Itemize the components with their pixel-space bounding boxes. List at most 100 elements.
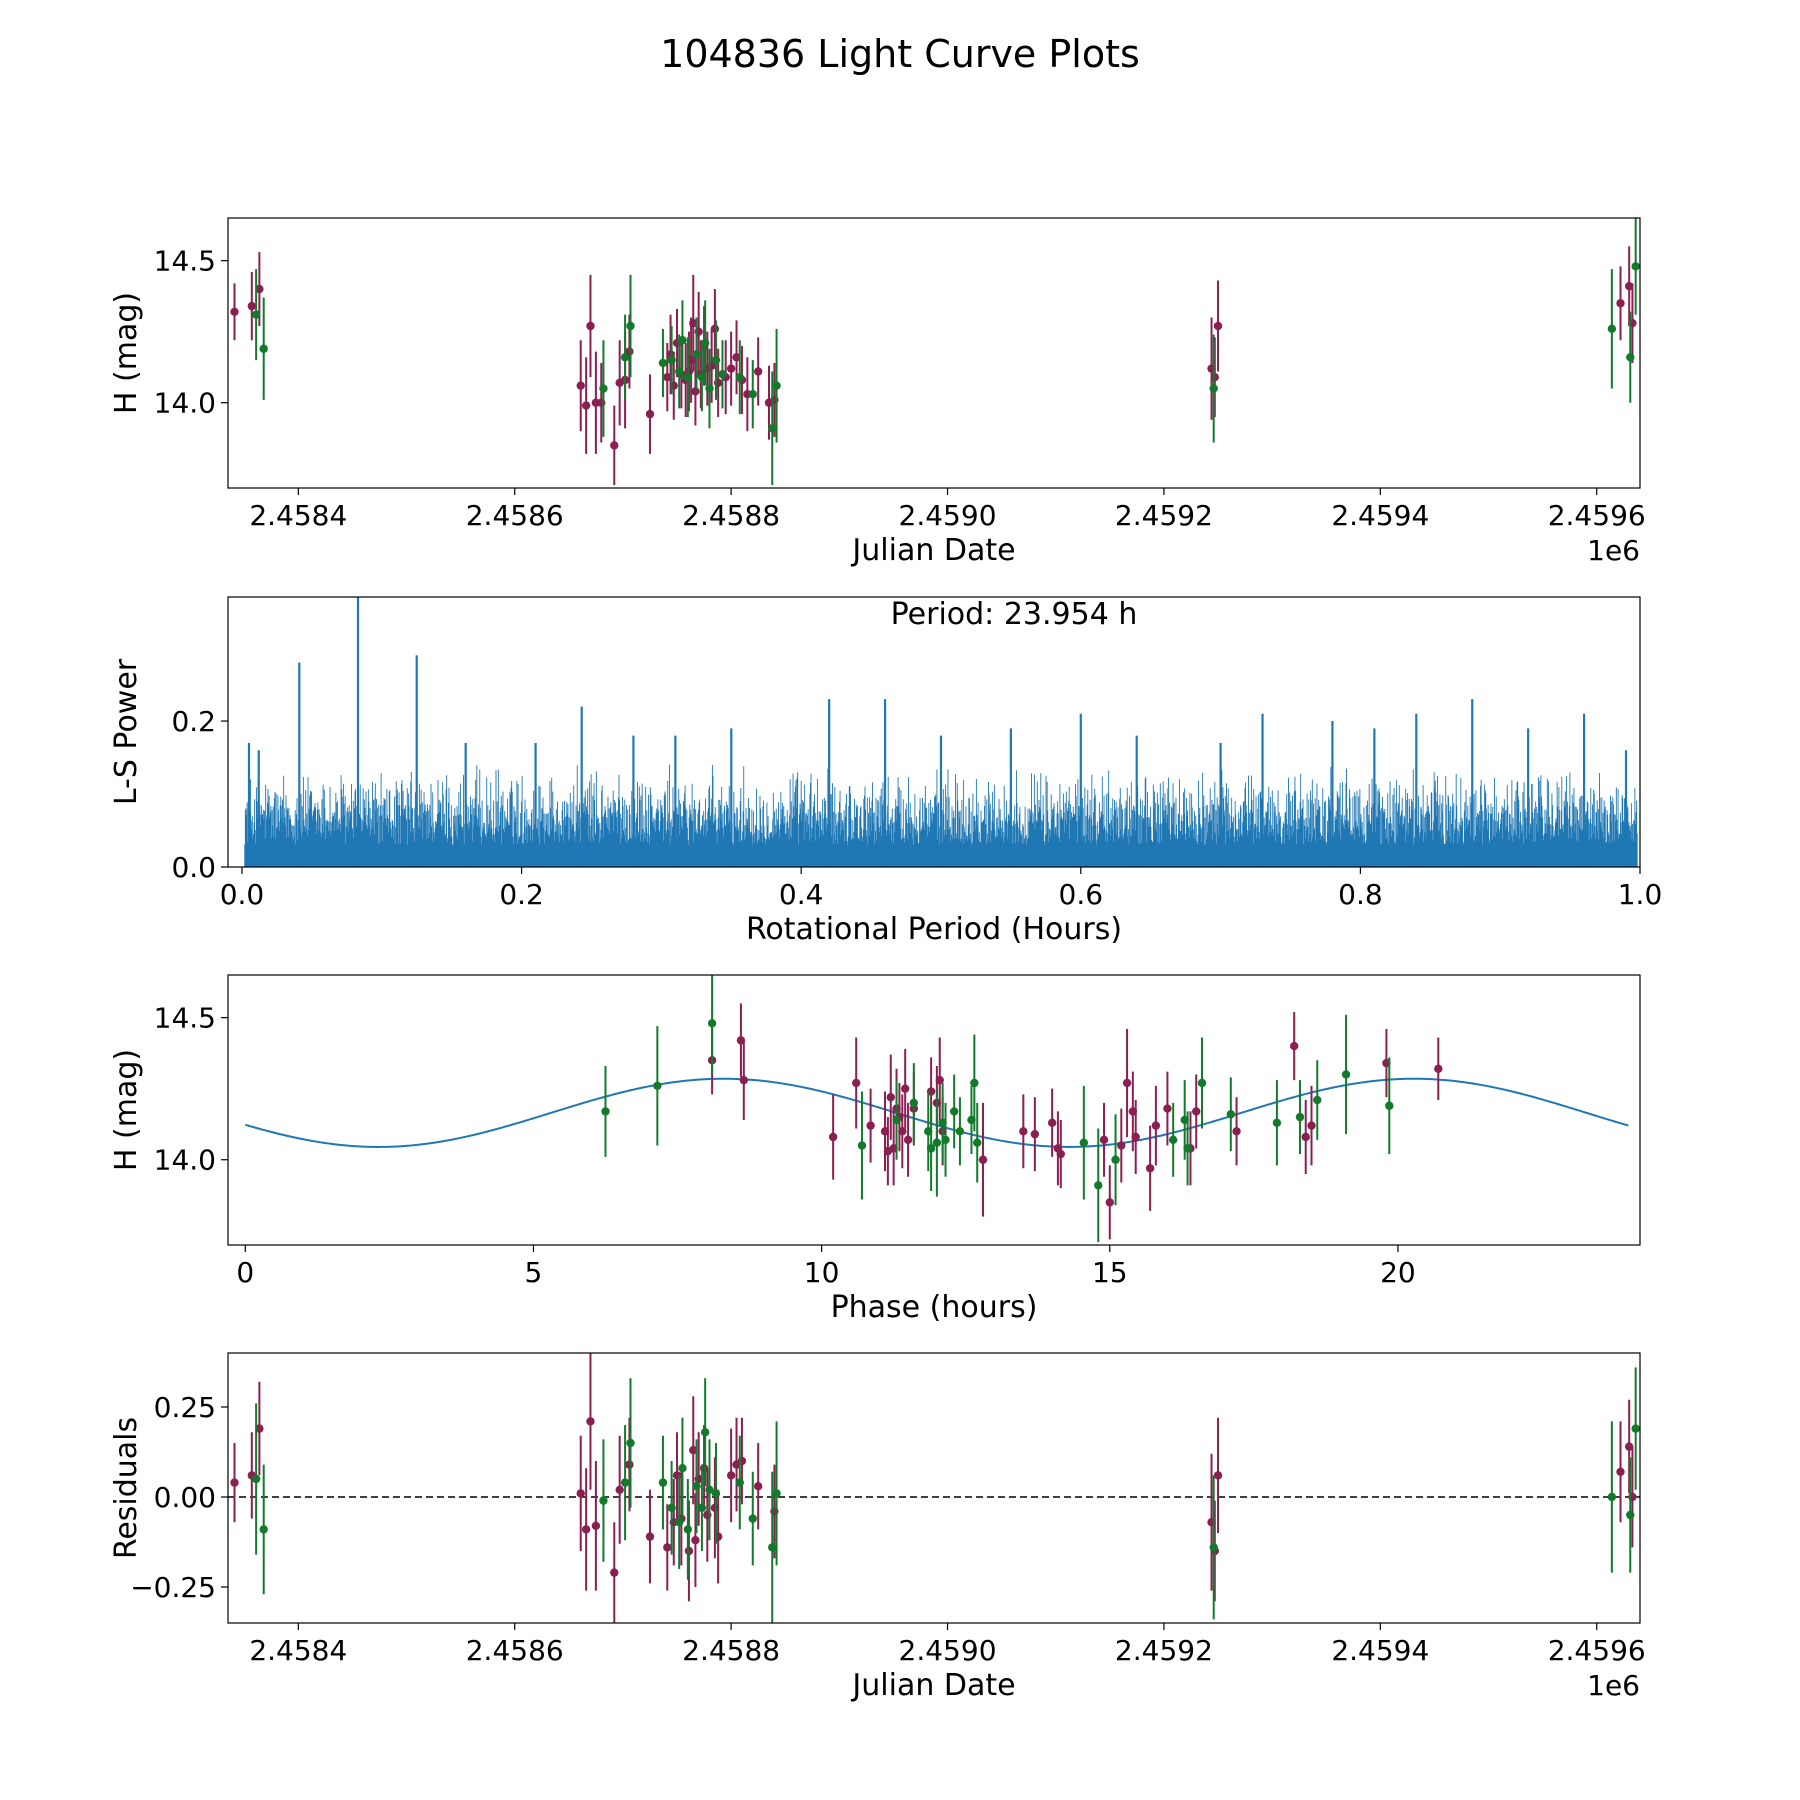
x-axis-title: Phase (hours) <box>831 1290 1038 1325</box>
x-tick-label: 0.6 <box>1059 878 1104 911</box>
residuals-plot-area <box>228 1353 1640 1623</box>
data-point <box>247 301 257 311</box>
data-point <box>1105 1198 1114 1207</box>
data-point <box>926 1144 936 1153</box>
data-point <box>1030 1129 1040 1139</box>
data-point <box>732 353 741 362</box>
x-tick-label: 2.4590 <box>899 499 997 532</box>
x-tick-label: 1.0 <box>1618 878 1663 911</box>
x-tick-label: 15 <box>1092 1256 1128 1289</box>
x-tick-label: 2.4584 <box>249 1634 347 1667</box>
data-point <box>705 1485 714 1495</box>
data-point <box>718 370 727 379</box>
light-curve-series-band_a <box>230 246 1637 486</box>
data-point <box>1047 1118 1057 1127</box>
data-point <box>772 381 781 390</box>
data-point <box>251 1474 261 1484</box>
data-point <box>697 372 707 382</box>
x-tick-label: 2.4586 <box>466 499 564 532</box>
data-point <box>1607 324 1617 334</box>
data-point <box>753 1482 763 1491</box>
data-point <box>1168 1135 1178 1145</box>
phase-fold-series-band_a <box>707 1003 1443 1240</box>
data-point <box>674 1518 684 1527</box>
data-point <box>1151 1121 1161 1130</box>
data-point <box>689 318 698 328</box>
data-point <box>691 387 700 396</box>
residuals-series-band_b <box>251 1367 1640 1623</box>
data-point <box>726 1471 736 1480</box>
data-point <box>684 1546 694 1556</box>
data-point <box>1616 299 1625 308</box>
phase-fold-plot-area <box>245 975 1629 1243</box>
data-point <box>610 1568 619 1577</box>
data-point <box>768 1543 777 1552</box>
data-point <box>892 1115 901 1125</box>
data-point <box>705 384 714 393</box>
data-point <box>711 1489 721 1498</box>
x-tick-label: 2.4584 <box>249 499 347 532</box>
data-point <box>973 1138 982 1147</box>
data-point <box>576 1489 585 1498</box>
data-point <box>610 441 619 450</box>
data-point <box>710 324 720 334</box>
data-point <box>898 1127 907 1136</box>
y-tick-label: 14.5 <box>154 1002 216 1035</box>
x-tick-label: 2.4594 <box>1331 499 1429 532</box>
x-tick-label: 2.4586 <box>466 1634 564 1667</box>
data-point <box>1209 384 1218 393</box>
data-point <box>691 1536 700 1545</box>
data-point <box>625 1460 634 1469</box>
data-point <box>700 338 710 348</box>
data-point <box>683 1525 693 1534</box>
data-point <box>1209 1543 1218 1552</box>
x-tick-label: 2.4594 <box>1331 1634 1429 1667</box>
phase-fold-frame <box>227 974 1641 1246</box>
x-tick-label: 2.4588 <box>682 1634 780 1667</box>
y-tick-label: 0.25 <box>154 1391 216 1424</box>
data-point <box>1631 1424 1640 1433</box>
data-point <box>1226 1110 1236 1119</box>
data-point <box>753 367 763 376</box>
data-point <box>748 390 757 399</box>
data-point <box>772 1489 781 1498</box>
phase-fold-series-band_b <box>601 975 1394 1243</box>
data-point <box>710 1503 720 1513</box>
data-point <box>735 1478 744 1487</box>
light-curve-panel: 2.4584 2.4586 2.4588 2.4590 2.4592 2.4594 2.45… <box>109 217 1646 568</box>
data-point <box>1163 1104 1172 1113</box>
data-point <box>707 1019 717 1028</box>
data-point <box>1624 1442 1634 1451</box>
data-point <box>1232 1127 1241 1136</box>
y-axis-title: Residuals <box>109 1417 144 1559</box>
data-point <box>586 1417 595 1426</box>
data-point <box>683 372 693 382</box>
x-tick-label: 0.0 <box>220 878 265 911</box>
data-point <box>692 1482 701 1491</box>
data-point <box>581 1525 591 1534</box>
data-point <box>970 1078 979 1088</box>
data-point <box>1301 1132 1310 1142</box>
data-point <box>645 1532 655 1541</box>
y-tick-label: 14.0 <box>154 1144 216 1177</box>
x-axis-title: Rotational Period (Hours) <box>746 912 1122 947</box>
data-point <box>1213 1471 1223 1480</box>
data-point <box>866 1121 875 1130</box>
data-point <box>620 353 630 362</box>
x-tick-label: 2.4596 <box>1548 499 1646 532</box>
data-point <box>667 355 676 365</box>
phase-fold-panel: 0 5 10 15 20 14.0 14.5 Phase (hours) H (mag) <box>109 974 1641 1325</box>
data-point <box>1019 1127 1028 1136</box>
light-curve-plot-area <box>230 218 1640 486</box>
periodogram-frame <box>227 596 1641 868</box>
data-point <box>625 347 634 356</box>
data-point <box>1626 353 1635 362</box>
data-point <box>1434 1064 1443 1073</box>
data-point <box>900 1084 910 1093</box>
x-tick-label: 2.4596 <box>1548 1634 1646 1667</box>
data-point <box>1631 262 1640 271</box>
data-point <box>1295 1112 1305 1122</box>
data-point <box>857 1141 867 1150</box>
x-tick-label: 20 <box>1380 1256 1416 1289</box>
data-point <box>1624 282 1634 291</box>
